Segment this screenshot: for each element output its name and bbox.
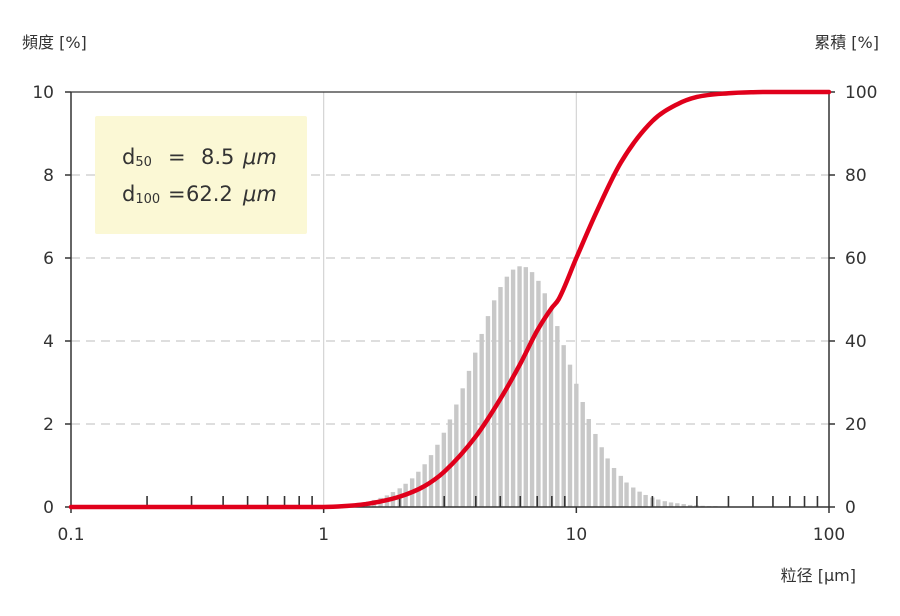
d100-label: d100 [122,182,160,207]
frequency-bar [637,491,642,507]
y-right-tick-label: 20 [845,415,867,435]
frequency-bar [454,404,459,507]
frequency-bar [491,300,497,507]
d50-value: 8.5 [201,145,234,169]
frequency-bar [473,352,478,507]
frequency-bar [529,272,535,507]
d100-equals: = [168,182,186,206]
y-axis-right-title: 累積 [%] [814,33,879,52]
frequency-bar [517,266,522,507]
annotation-box: d50 = 8.5 μm d100 = 62.2 μm [95,116,307,234]
frequency-bar [593,433,598,507]
frequency-bar [466,370,472,507]
frequency-bar [523,267,529,507]
frequency-bar [668,502,674,507]
d100-unit: μm [242,182,277,206]
y-right-tick-label: 60 [845,249,867,269]
frequency-bar [586,419,591,507]
frequency-bar [631,487,636,507]
y-axis-left-title: 頻度 [%] [22,33,87,52]
frequency-bar [611,467,617,507]
frequency-bar [580,402,585,507]
frequency-bar [574,383,579,507]
frequency-bar [485,316,491,507]
frequency-bar [605,458,610,507]
frequency-bar [599,447,604,507]
cumulative-curve [68,89,832,510]
frequency-bar [479,333,484,507]
frequency-bar [561,345,566,507]
y-left-tick-label: 4 [43,332,54,352]
d50-equals: = [168,145,186,169]
y-left-tick-label: 6 [43,249,54,269]
frequency-bar [643,494,648,507]
y-left-tick-label: 2 [43,415,54,435]
y-left-tick-label: 0 [43,498,54,518]
frequency-bar [675,503,680,507]
y-left-tick-label: 8 [43,166,54,186]
x-tick-label: 0.1 [57,525,84,545]
frequency-bar [624,482,629,507]
d50-unit: μm [242,145,277,169]
minor-tick-marks [146,496,819,507]
frequency-bars [346,266,750,507]
cumulative-curve-group [68,89,832,510]
d50-subscript: 50 [135,155,152,170]
y-right-tick-label: 40 [845,332,867,352]
frequency-bar [681,504,686,507]
frequency-bar [656,499,661,507]
d100-main: d [122,182,135,206]
y-right-tick-label: 80 [845,166,867,186]
frequency-bar [555,326,560,507]
d50-main: d [122,145,135,169]
frequency-bar [687,504,693,507]
y-right-tick-label: 100 [845,83,877,103]
d100-subscript: 100 [135,192,160,207]
d50-label: d50 [122,145,152,170]
frequency-bar [460,388,465,507]
frequency-bar [618,475,624,507]
annotation-box-background [95,116,307,234]
x-tick-label: 100 [813,525,845,545]
y-right-tick-label: 0 [845,498,856,518]
y-left-tick-label: 10 [32,83,54,103]
frequency-bar [542,293,547,507]
frequency-bar [510,269,516,507]
x-tick-label: 1 [318,525,329,545]
x-tick-label: 10 [566,525,588,545]
frequency-bar [536,280,541,507]
d100-value: 62.2 [186,182,233,206]
frequency-bar [567,364,573,507]
x-axis-title: 粒径 [μm] [781,566,856,585]
frequency-bar [662,501,668,507]
frequency-bar [548,308,554,507]
